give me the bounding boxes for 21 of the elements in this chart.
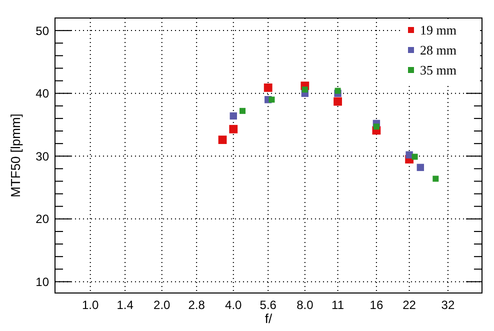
legend-label: 19 mm [420, 22, 456, 38]
x-axis-title: f/ [264, 311, 272, 326]
x-tick-label: 22 [402, 298, 416, 312]
x-tick-label: 1.0 [82, 298, 100, 312]
legend-label: 35 mm [420, 62, 456, 78]
y-tick-label: 30 [36, 149, 50, 164]
x-tick-label: 11 [332, 298, 344, 312]
y-tick-label: 50 [36, 24, 50, 38]
x-tick-label: 16 [370, 298, 384, 312]
y-tick-label: 10 [36, 274, 50, 289]
x-tick-label: 2.0 [154, 298, 171, 312]
x-tick-label: 5.6 [260, 298, 277, 312]
x-tick-label: 8.0 [296, 298, 314, 312]
legend-label: 28 mm [420, 42, 456, 58]
x-tick-label: 1.4 [116, 298, 134, 312]
y-axis-title: MTF50 [lpmm] [8, 114, 23, 198]
x-tick-label: 32 [441, 298, 455, 312]
x-tick-label: 2.8 [188, 298, 206, 312]
y-tick-label: 40 [36, 86, 50, 101]
y-tick-label: 20 [36, 212, 50, 226]
x-tick-label: 4.0 [225, 298, 242, 312]
